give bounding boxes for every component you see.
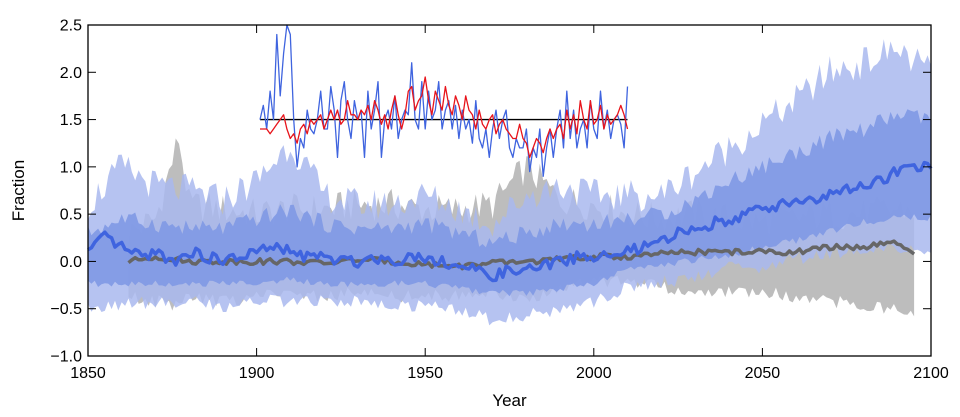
y-tick-label: 0.5 [60, 207, 82, 224]
inset-red-line [260, 76, 629, 159]
blue-mean-line [87, 160, 933, 283]
x-tick-label: 2050 [745, 365, 781, 382]
x-axis-title: Year [492, 391, 527, 410]
plot-frame [87, 24, 932, 357]
y-tick-label: −0.5 [50, 301, 82, 318]
y-tick-label: 1.0 [60, 159, 82, 176]
y-axis-title: Fraction [9, 160, 28, 221]
y-tick-label: 0.0 [60, 254, 82, 271]
y-tick-label: −1.0 [50, 349, 82, 366]
x-tick-label: 2000 [576, 365, 612, 382]
x-tick-label: 2100 [913, 365, 949, 382]
inset-blue-line [259, 24, 629, 177]
lines-layer [87, 160, 933, 283]
gray-mean-line [127, 239, 916, 271]
inset-layer [259, 24, 629, 177]
y-tick-label: 1.5 [60, 112, 82, 129]
y-tick-label: 2.0 [60, 65, 82, 82]
x-tick-label: 1850 [70, 365, 106, 382]
axes-layer: 1850 1900 1950 2000 2050 2100 −1.0 −0.5 0.0 0.5 1.… [50, 18, 948, 383]
y-tick-label: 2.5 [60, 18, 82, 35]
blue-range-inner-band [88, 109, 931, 297]
bands-layer [88, 39, 931, 326]
x-tick-label: 1900 [239, 365, 275, 382]
x-tick-label: 1950 [407, 365, 443, 382]
